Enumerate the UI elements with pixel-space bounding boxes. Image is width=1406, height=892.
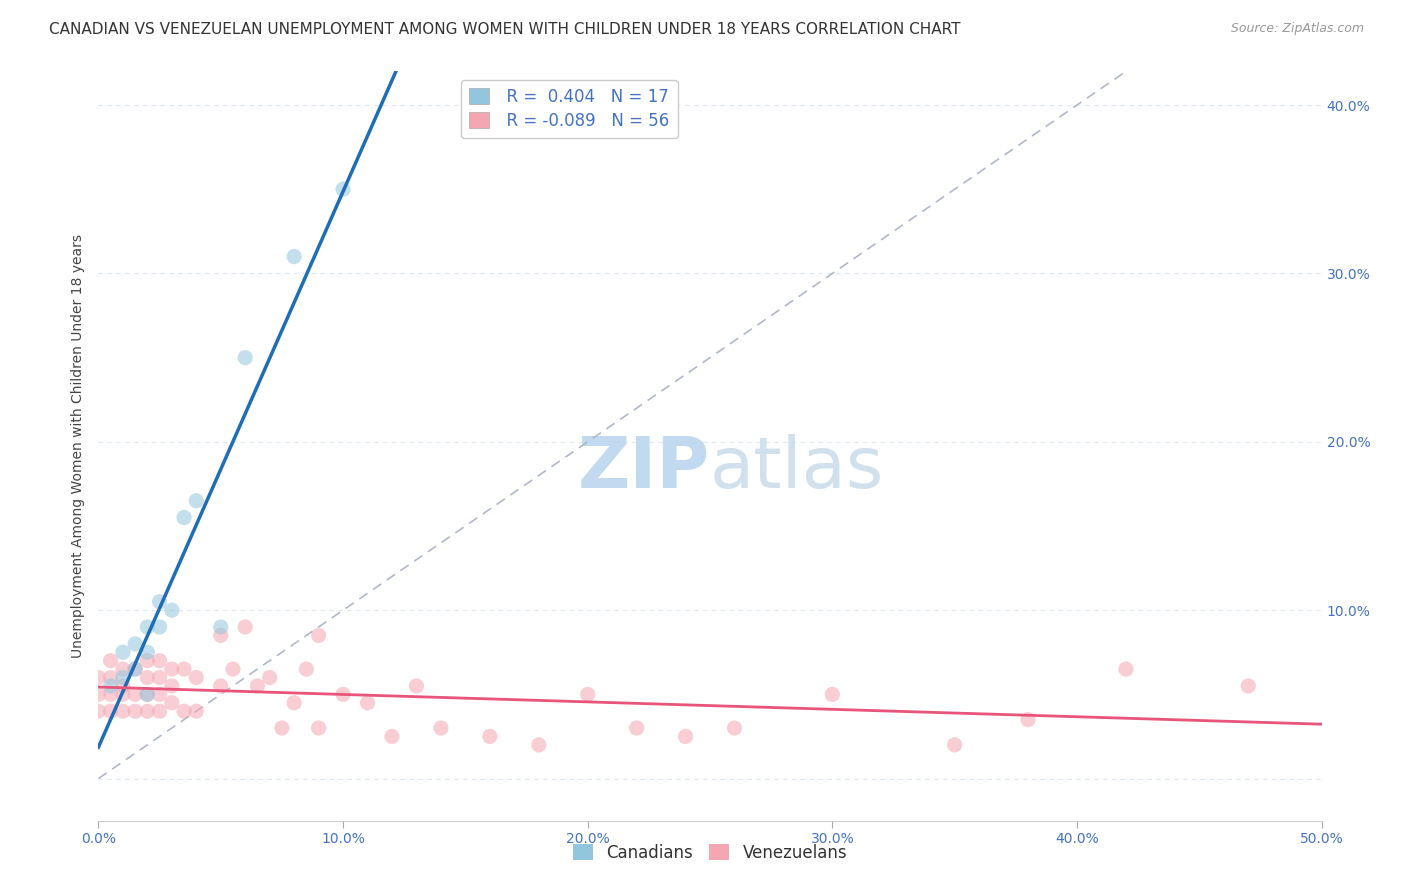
- Text: ZIP: ZIP: [578, 434, 710, 503]
- Point: [723, 721, 745, 735]
- Point: [430, 721, 453, 735]
- Point: [821, 687, 844, 701]
- Point: [160, 662, 183, 676]
- Point: [111, 671, 134, 685]
- Point: [527, 738, 550, 752]
- Point: [675, 730, 697, 744]
- Point: [124, 662, 146, 676]
- Point: [124, 704, 146, 718]
- Point: [233, 620, 256, 634]
- Point: [124, 662, 146, 676]
- Point: [308, 721, 330, 735]
- Point: [173, 510, 195, 524]
- Y-axis label: Unemployment Among Women with Children Under 18 years: Unemployment Among Women with Children U…: [72, 234, 86, 658]
- Point: [136, 687, 159, 701]
- Point: [209, 620, 232, 634]
- Point: [259, 671, 281, 685]
- Point: [136, 620, 159, 634]
- Point: [100, 654, 122, 668]
- Point: [1237, 679, 1260, 693]
- Point: [160, 696, 183, 710]
- Point: [209, 679, 232, 693]
- Point: [1115, 662, 1137, 676]
- Point: [111, 645, 134, 659]
- Point: [87, 687, 110, 701]
- Text: Source: ZipAtlas.com: Source: ZipAtlas.com: [1230, 22, 1364, 36]
- Point: [173, 662, 195, 676]
- Point: [381, 730, 404, 744]
- Point: [136, 671, 159, 685]
- Point: [209, 628, 232, 642]
- Point: [405, 679, 427, 693]
- Point: [283, 696, 305, 710]
- Point: [576, 687, 599, 701]
- Point: [136, 704, 159, 718]
- Point: [149, 595, 172, 609]
- Point: [308, 628, 330, 642]
- Point: [111, 679, 134, 693]
- Legend: Canadians, Venezuelans: Canadians, Venezuelans: [567, 838, 853, 869]
- Point: [136, 645, 159, 659]
- Point: [100, 704, 122, 718]
- Point: [124, 687, 146, 701]
- Point: [100, 679, 122, 693]
- Point: [149, 620, 172, 634]
- Point: [100, 687, 122, 701]
- Point: [332, 182, 354, 196]
- Point: [111, 662, 134, 676]
- Point: [149, 704, 172, 718]
- Point: [111, 687, 134, 701]
- Point: [478, 730, 501, 744]
- Point: [136, 654, 159, 668]
- Point: [246, 679, 269, 693]
- Point: [270, 721, 294, 735]
- Point: [160, 603, 183, 617]
- Text: atlas: atlas: [710, 434, 884, 503]
- Point: [149, 671, 172, 685]
- Point: [149, 687, 172, 701]
- Point: [295, 662, 318, 676]
- Point: [173, 704, 195, 718]
- Point: [136, 687, 159, 701]
- Point: [100, 671, 122, 685]
- Point: [160, 679, 183, 693]
- Point: [87, 671, 110, 685]
- Point: [186, 671, 208, 685]
- Point: [626, 721, 648, 735]
- Text: CANADIAN VS VENEZUELAN UNEMPLOYMENT AMONG WOMEN WITH CHILDREN UNDER 18 YEARS COR: CANADIAN VS VENEZUELAN UNEMPLOYMENT AMON…: [49, 22, 960, 37]
- Point: [356, 696, 378, 710]
- Point: [1017, 713, 1039, 727]
- Point: [233, 351, 256, 365]
- Point: [87, 704, 110, 718]
- Point: [124, 637, 146, 651]
- Point: [186, 493, 208, 508]
- Point: [283, 250, 305, 264]
- Point: [332, 687, 354, 701]
- Point: [186, 704, 208, 718]
- Point: [111, 704, 134, 718]
- Point: [149, 654, 172, 668]
- Point: [943, 738, 966, 752]
- Point: [222, 662, 245, 676]
